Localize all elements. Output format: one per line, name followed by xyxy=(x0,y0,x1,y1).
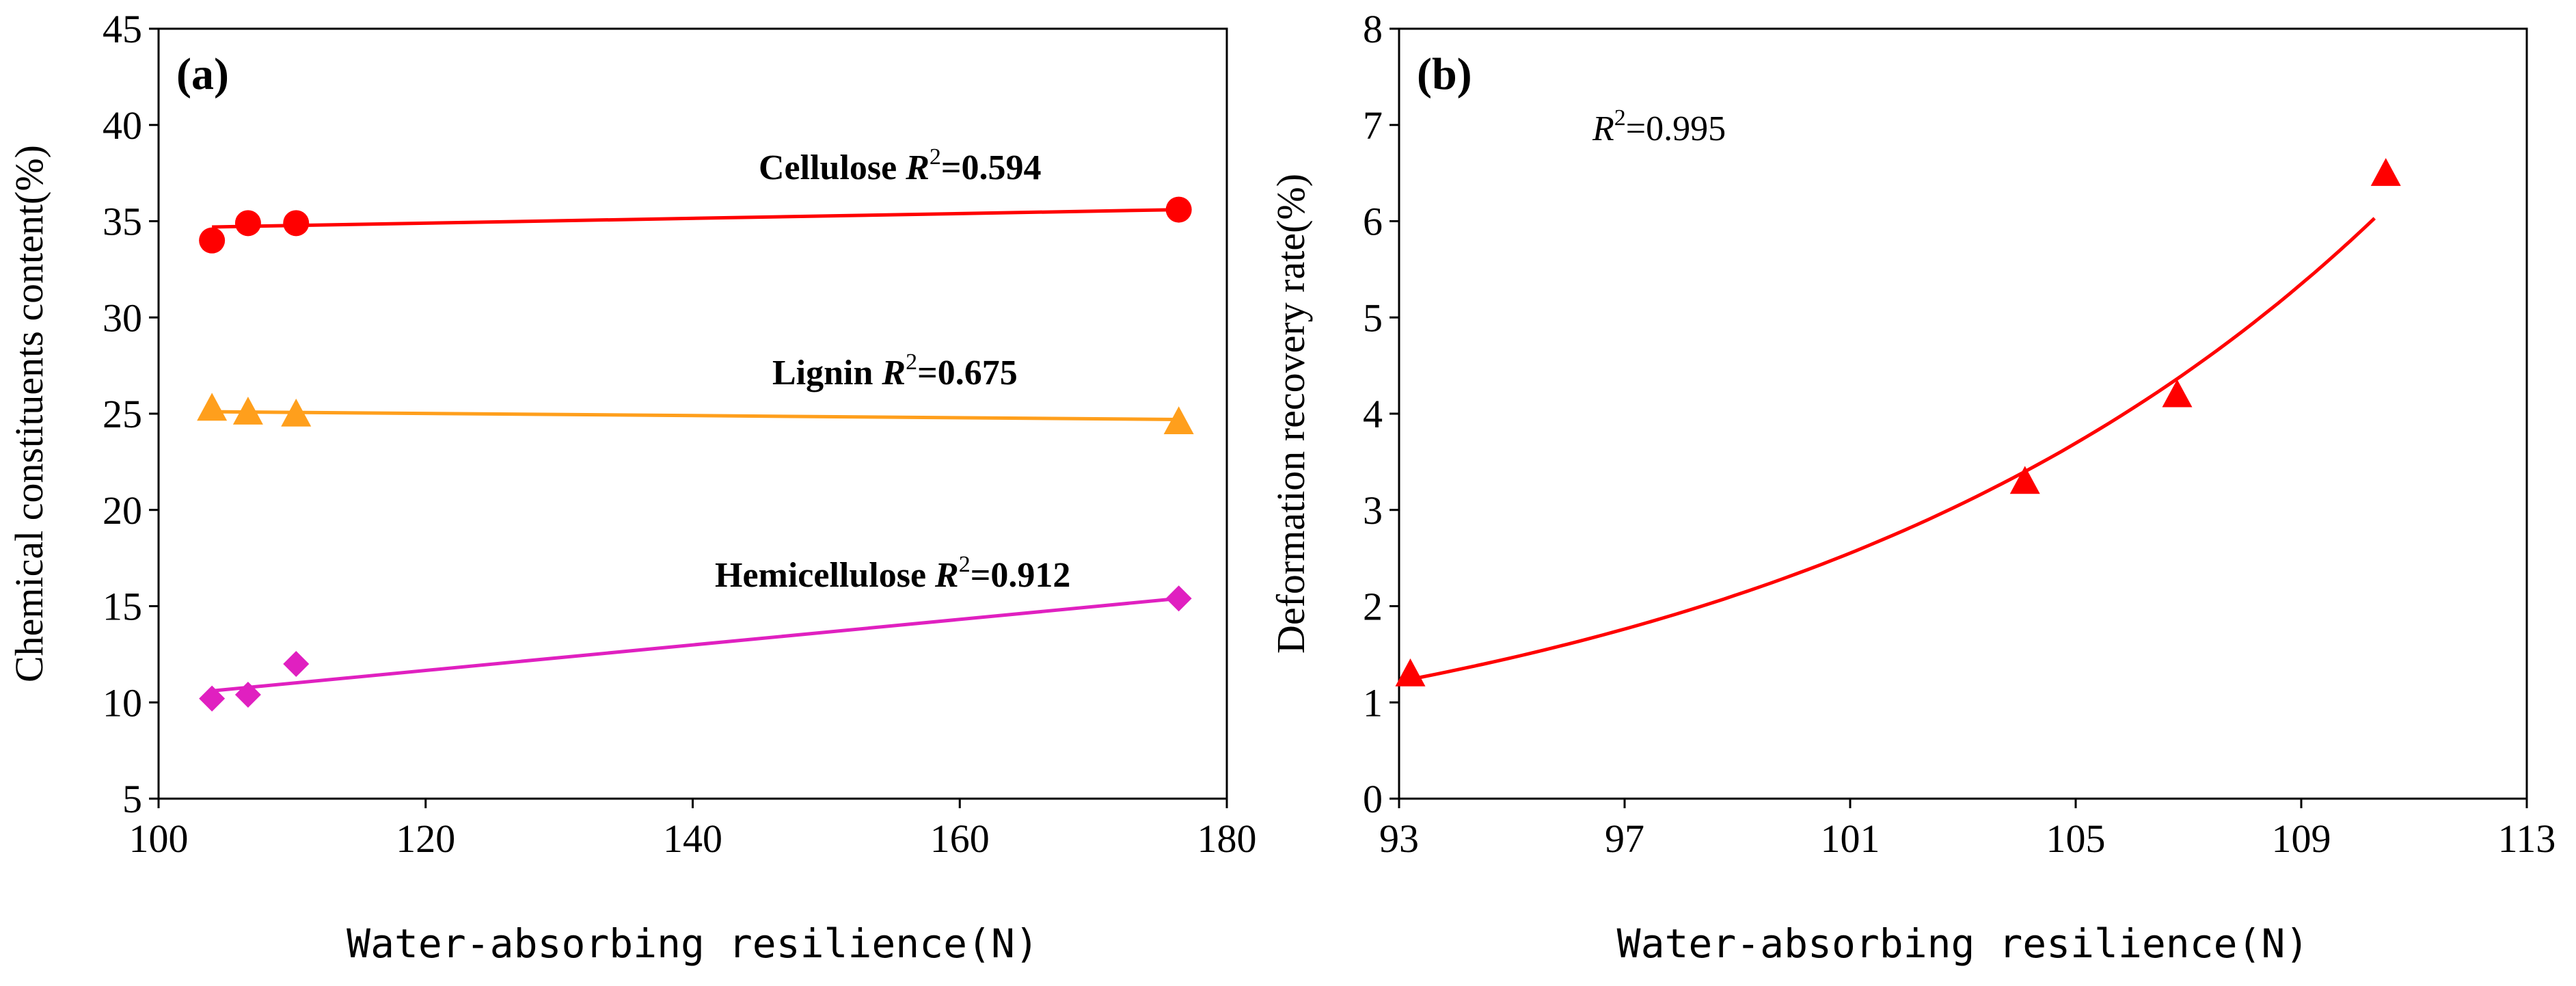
panel-label: (a) xyxy=(176,49,229,99)
cellulose-point xyxy=(1165,196,1192,223)
x-tick-label: 113 xyxy=(2498,816,2556,861)
r-symbol: R xyxy=(1592,109,1614,148)
y-tick-label: 3 xyxy=(1363,488,1383,533)
r2-value: =0.594 xyxy=(941,148,1042,187)
y-tick-label: 1 xyxy=(1363,680,1383,725)
r-symbol: R xyxy=(881,354,906,392)
x-tick-label: 120 xyxy=(396,816,455,861)
x-tick-label: 180 xyxy=(1197,816,1257,861)
x-tick-label: 101 xyxy=(1821,816,1880,861)
panel-label: (b) xyxy=(1417,49,1472,99)
lignin-point xyxy=(197,392,228,421)
superscript-2: 2 xyxy=(906,349,917,375)
r-symbol: R xyxy=(934,556,959,595)
r2-value: =0.912 xyxy=(971,556,1071,595)
y-tick-label: 2 xyxy=(1363,585,1383,629)
r-symbol: R xyxy=(905,148,930,187)
y-tick-label: 10 xyxy=(103,680,142,725)
y-tick-label: 5 xyxy=(1363,295,1383,340)
cellulose-trendline xyxy=(212,208,1179,229)
lignin-point xyxy=(232,397,263,425)
x-tick-label: 93 xyxy=(1379,816,1419,861)
series-name: Cellulose xyxy=(759,148,906,187)
y-tick-label: 30 xyxy=(103,295,142,340)
hemicellulose-r2-annotation: Hemicellulose R2=0.912 xyxy=(715,552,1070,595)
x-tick-label: 109 xyxy=(2272,816,2331,861)
series-deformation xyxy=(1395,158,2401,687)
x-axis-title: Water-absorbing resilience(N) xyxy=(1617,920,2309,967)
x-tick-label: 100 xyxy=(129,816,189,861)
superscript-2: 2 xyxy=(930,144,941,170)
y-tick-label: 7 xyxy=(1363,103,1383,148)
y-tick-label: 35 xyxy=(103,200,142,244)
series-lignin: Lignin R2=0.675 xyxy=(197,349,1194,434)
series-hemicellulose: Hemicellulose R2=0.912 xyxy=(199,552,1192,712)
hemicellulose-trendline xyxy=(211,596,1179,693)
y-tick-label: 40 xyxy=(103,103,142,148)
deformation-fit-curve xyxy=(1410,217,2376,681)
hemicellulose-point xyxy=(199,685,226,712)
x-tick-label: 97 xyxy=(1605,816,1644,861)
x-tick-label: 140 xyxy=(663,816,722,861)
y-tick-label: 20 xyxy=(103,488,142,533)
plot-frame xyxy=(1398,27,2528,800)
y-tick-label: 15 xyxy=(103,585,142,629)
superscript-2: 2 xyxy=(959,552,971,577)
deformation-point xyxy=(1395,658,1426,687)
y-tick-label: 45 xyxy=(103,7,142,51)
deformation-point xyxy=(2162,379,2193,408)
y-tick-label: 25 xyxy=(103,392,142,436)
y-axis-title: Deformation recovery rate(%) xyxy=(1269,174,1313,654)
hemicellulose-point xyxy=(1165,585,1192,612)
y-tick-label: 0 xyxy=(1363,777,1383,821)
y-axis-title: Chemical constituents content(%) xyxy=(7,145,51,682)
y-tick-label: 6 xyxy=(1363,200,1383,244)
x-tick-label: 160 xyxy=(930,816,990,861)
series-cellulose: Cellulose R2=0.594 xyxy=(199,144,1192,254)
r2-value: =0.995 xyxy=(1626,109,1726,148)
y-tick-label: 4 xyxy=(1363,392,1383,436)
y-tick-label: 8 xyxy=(1363,7,1383,51)
x-tick-label: 105 xyxy=(2046,816,2106,861)
lignin-r2-annotation: Lignin R2=0.675 xyxy=(772,349,1018,392)
cellulose-point xyxy=(234,210,261,237)
hemicellulose-point xyxy=(234,681,261,708)
panel-b: 0 1 2 3 4 5 6 7 8 93 97 101 105 109 113 Water-absorbing… xyxy=(1269,7,2555,967)
cellulose-point xyxy=(199,227,226,254)
r2-value: =0.675 xyxy=(917,354,1018,392)
cellulose-r2-annotation: Cellulose R2=0.594 xyxy=(759,144,1042,187)
series-name: Lignin xyxy=(772,354,882,392)
panel-a: 5 10 15 20 25 30 35 40 45 100 120 140 160 180 Water-ab… xyxy=(7,7,1257,967)
cellulose-point xyxy=(283,210,310,237)
deformation-point xyxy=(2009,466,2040,494)
lignin-point xyxy=(1163,406,1194,434)
hemicellulose-point xyxy=(283,650,310,677)
lignin-point xyxy=(281,399,312,427)
y-tick-label: 5 xyxy=(122,777,142,821)
deformation-point xyxy=(2370,158,2401,186)
r2-annotation: R2=0.995 xyxy=(1592,105,1726,148)
x-axis-title: Water-absorbing resilience(N) xyxy=(347,920,1039,967)
superscript-2: 2 xyxy=(1614,105,1626,131)
series-name: Hemicellulose xyxy=(715,556,935,595)
lignin-trendline xyxy=(212,410,1179,421)
